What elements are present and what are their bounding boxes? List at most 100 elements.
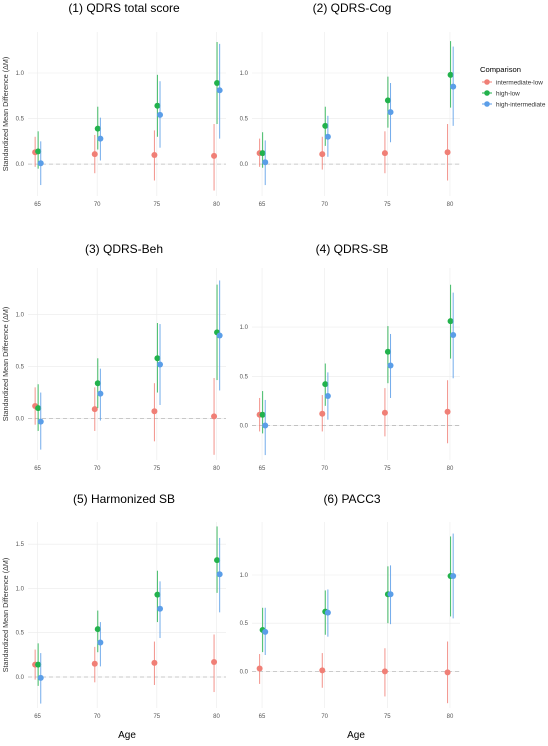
series-high-intermediate: [37, 280, 223, 450]
data-point: [387, 109, 394, 116]
y-tick-label: 0.0: [240, 162, 249, 168]
y-tick-label: 1.0: [240, 573, 249, 579]
series-high-low: [35, 42, 221, 169]
series-high-intermediate: [262, 46, 457, 186]
data-point: [322, 381, 329, 388]
data-point: [157, 361, 164, 368]
data-point: [447, 318, 454, 325]
x-tick-label: 65: [259, 714, 266, 720]
data-point: [154, 591, 161, 598]
panel-title: (1) QDRS total score: [68, 1, 180, 15]
data-point: [450, 83, 457, 90]
data-point: [381, 150, 388, 157]
y-tick-label: 1.0: [240, 325, 249, 331]
series-high-low: [35, 284, 221, 431]
data-point: [157, 605, 164, 612]
data-point: [387, 362, 394, 369]
data-point: [387, 591, 394, 598]
data-point: [91, 151, 98, 158]
panel-title: (4) QDRS-SB: [316, 242, 389, 256]
data-point: [216, 87, 223, 94]
series-high-intermediate: [262, 292, 457, 456]
x-tick-label: 70: [94, 466, 101, 472]
x-tick-label: 70: [94, 714, 101, 720]
x-tick-label: 70: [321, 202, 328, 208]
panel-title: (5) Harmonized SB: [73, 492, 175, 506]
legend-item-high-intermediate: high-intermediate: [482, 101, 546, 109]
series-intermediate-low: [32, 378, 218, 455]
data-point: [322, 122, 329, 129]
data-point: [319, 151, 326, 158]
data-point: [211, 413, 218, 420]
x-tick-label: 80: [447, 202, 454, 208]
data-point: [37, 418, 44, 425]
data-point: [384, 97, 391, 104]
data-point: [262, 628, 269, 635]
y-tick-label: 0.0: [16, 675, 25, 681]
series-intermediate-low: [256, 380, 451, 444]
data-point: [91, 660, 98, 667]
x-tick-label: 80: [213, 714, 220, 720]
panel-4: 0.0 0.5 1.0 65 70 75 80 (4) QDRS-SB: [240, 242, 460, 472]
data-point: [94, 380, 101, 387]
data-point: [157, 111, 164, 118]
data-point: [151, 408, 158, 415]
series-high-low: [259, 536, 454, 653]
legend: Comparison intermediate-low high-low hig…: [480, 65, 546, 109]
panels: 0.0 0.5 1.0 65 70 75 80 (1) QDRS total score Sta…: [1, 1, 460, 741]
data-point: [381, 409, 388, 416]
panel-1: 0.0 0.5 1.0 65 70 75 80 (1) QDRS total score Sta…: [1, 1, 226, 208]
x-tick-label: 75: [153, 466, 160, 472]
data-point: [319, 410, 326, 417]
data-point: [447, 71, 454, 78]
x-tick-label: 75: [153, 714, 160, 720]
data-point: [450, 331, 457, 338]
legend-label: high-low: [496, 91, 520, 98]
data-point: [324, 609, 331, 616]
series-intermediate-low: [32, 124, 218, 191]
series-intermediate-low: [256, 124, 451, 181]
data-point: [450, 572, 457, 579]
data-point: [211, 152, 218, 159]
data-point: [94, 626, 101, 633]
y-tick-label: 1.0: [16, 313, 25, 319]
panel-2: 0.0 0.5 1.0 65 70 75 80 (2) QDRS-Cog: [240, 1, 460, 208]
data-point: [154, 355, 161, 362]
y-tick-label: 0.5: [240, 374, 249, 380]
data-point: [91, 406, 98, 413]
y-tick-label: 1.0: [16, 586, 25, 592]
data-point: [319, 667, 326, 674]
data-point: [262, 159, 269, 166]
x-tick-label: 75: [384, 202, 391, 208]
data-point: [324, 393, 331, 399]
data-point: [151, 152, 158, 158]
y-tick-label: 0.0: [16, 416, 25, 422]
data-point: [324, 133, 331, 140]
y-tick-label: 0.0: [240, 424, 249, 430]
data-point: [37, 160, 44, 167]
x-tick-label: 65: [34, 714, 41, 720]
series-high-intermediate: [262, 533, 457, 655]
y-tick-label: 1.0: [16, 71, 25, 77]
legend-item-intermediate-low: intermediate-low: [482, 79, 543, 87]
x-tick-label: 80: [213, 466, 220, 472]
data-point: [216, 571, 223, 578]
x-tick-label: 70: [321, 714, 328, 720]
x-tick-label: 70: [321, 466, 328, 472]
y-tick-label: 0.5: [16, 365, 25, 371]
data-point: [37, 674, 44, 681]
data-point: [444, 149, 451, 156]
y-axis-title: Standardized Mean Difference (ΔM): [1, 307, 10, 422]
x-tick-label: 80: [447, 714, 454, 720]
series-high-low: [259, 41, 454, 168]
y-tick-label: 0.5: [240, 621, 249, 627]
data-point: [214, 557, 221, 564]
y-tick-label: 0.5: [16, 631, 25, 637]
series-high-low: [35, 526, 221, 686]
x-tick-label: 75: [384, 714, 391, 720]
y-tick-label: 0.5: [16, 117, 25, 123]
series-high-low: [259, 284, 454, 434]
y-tick-label: 1.5: [16, 542, 25, 548]
data-point: [216, 332, 223, 339]
legend-item-high-low: high-low: [482, 90, 520, 98]
